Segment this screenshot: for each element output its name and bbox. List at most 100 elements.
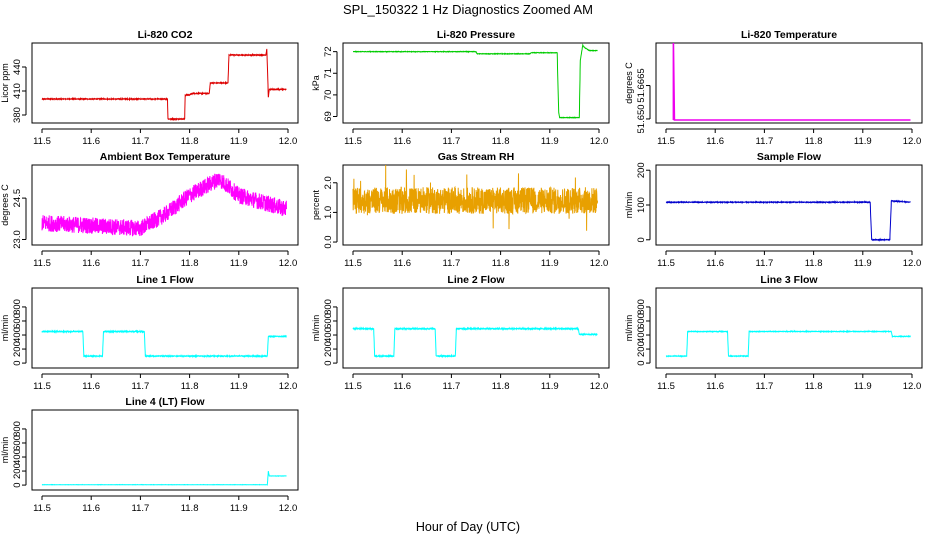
series-line-sample-flow [665, 199, 911, 242]
x-tick-label: 11.6 [393, 136, 411, 147]
series-line-line3-flow [665, 329, 911, 358]
y-tick-label: 1.0 [323, 206, 334, 219]
x-tick-label: 11.8 [805, 258, 823, 269]
x-tick-label: 11.5 [344, 381, 362, 392]
x-tick-label: 11.9 [230, 258, 248, 269]
y-tick-label: 200 [12, 463, 23, 479]
x-tick-label: 11.6 [706, 381, 724, 392]
plot-frame [655, 287, 923, 369]
x-tick-label: 11.5 [657, 136, 675, 147]
x-tick-label: 11.6 [393, 258, 411, 269]
y-tick-label: 51.650 [636, 104, 647, 133]
y-tick-label: 440 [12, 59, 23, 75]
x-tick-label: 12.0 [903, 136, 922, 147]
y-tick-label: 100 [636, 197, 647, 213]
x-tick-label: 11.5 [344, 258, 362, 269]
plot-frame [31, 164, 299, 246]
y-tick-label: 200 [323, 341, 334, 357]
x-tick-label: 11.7 [443, 136, 461, 147]
y-axis-label: ml/min [624, 315, 634, 342]
x-tick-label: 11.6 [82, 503, 100, 514]
plot-frame [31, 42, 299, 124]
x-tick-label: 11.9 [854, 381, 872, 392]
y-tick-label: 72 [323, 46, 334, 57]
figure-x-axis-label: Hour of Day (UTC) [416, 520, 520, 534]
x-tick-label: 11.7 [756, 136, 774, 147]
y-tick-label: 200 [636, 341, 647, 357]
x-tick-label: 11.9 [541, 258, 559, 269]
x-tick-label: 12.0 [279, 136, 298, 147]
series-line-line4-flow [41, 470, 287, 486]
panel-title: Line 3 Flow [760, 274, 818, 286]
x-tick-label: 12.0 [590, 136, 609, 147]
x-tick-label: 11.5 [33, 503, 51, 514]
plot-frame [342, 164, 610, 246]
x-tick-label: 11.6 [706, 258, 724, 269]
x-tick-label: 12.0 [279, 503, 298, 514]
x-tick-label: 12.0 [279, 381, 298, 392]
x-tick-label: 11.8 [181, 381, 199, 392]
figure-title: SPL_150322 1 Hz Diagnostics Zoomed AM [343, 2, 593, 17]
x-tick-label: 11.7 [756, 381, 774, 392]
y-tick-label: 400 [636, 327, 647, 343]
x-tick-label: 11.6 [82, 136, 100, 147]
x-tick-label: 11.5 [344, 136, 362, 147]
x-tick-label: 11.9 [541, 381, 559, 392]
y-tick-label: 410 [12, 83, 23, 99]
y-tick-label: 600 [12, 435, 23, 451]
y-tick-label: 0 [636, 360, 647, 365]
x-tick-label: 11.8 [492, 258, 510, 269]
x-tick-label: 11.7 [443, 381, 461, 392]
panel-title: Sample Flow [757, 151, 822, 163]
y-tick-label: 400 [12, 327, 23, 343]
y-tick-label: 200 [12, 341, 23, 357]
panel-line4-flow: Line 4 (LT) Flow 11.5 11.6 11.7 11.8 11.9 12.0… [0, 396, 299, 514]
y-axis-label: percent [311, 189, 321, 220]
y-tick-label: 70 [323, 90, 334, 101]
x-tick-label: 11.7 [132, 258, 150, 269]
x-tick-label: 11.9 [230, 503, 248, 514]
panel-line3-flow: Line 3 Flow 11.5 11.6 11.7 11.8 11.9 12.0 0 2004… [624, 274, 923, 392]
plot-frame [655, 164, 923, 246]
y-tick-label: 24.5 [12, 189, 23, 208]
y-axis-label: degrees C [624, 62, 634, 104]
x-tick-label: 11.9 [541, 136, 559, 147]
y-axis-label: ml/min [0, 437, 10, 464]
panel-title: Line 1 Flow [136, 274, 194, 286]
y-tick-label: 800 [12, 299, 23, 315]
x-tick-label: 11.5 [33, 381, 51, 392]
y-tick-label: 0 [12, 482, 23, 487]
panel-box-temp: Ambient Box Temperature 11.5 11.6 11.7 11.8 1… [0, 151, 299, 269]
panel-sample-flow: Sample Flow 11.5 11.6 11.7 11.8 11.9 12.0 0 100 2… [624, 151, 923, 269]
panel-gas-rh: Gas Stream RH 11.5 11.6 11.7 11.8 11.9 12.0 0.0… [311, 151, 610, 269]
x-tick-label: 11.6 [706, 136, 724, 147]
x-tick-label: 11.7 [132, 381, 150, 392]
x-tick-label: 11.8 [492, 136, 510, 147]
panel-title: Li-820 CO2 [138, 29, 193, 41]
y-tick-label: 71 [323, 68, 334, 79]
x-tick-label: 11.5 [657, 258, 675, 269]
series-line-pressure [352, 43, 598, 120]
panel-co2: Li-820 CO2 11.5 11.6 11.7 11.8 11.9 12.0 380 410… [0, 29, 299, 147]
y-tick-label: 23.0 [12, 230, 23, 249]
y-axis-label: kPa [311, 75, 321, 91]
series-line-co2 [41, 48, 287, 122]
y-tick-label: 0 [636, 237, 647, 242]
panel-line2-flow: Line 2 Flow 11.5 11.6 11.7 11.8 11.9 12.0 0 2004… [311, 274, 610, 392]
y-tick-label: 2.0 [323, 176, 334, 189]
x-tick-label: 11.7 [443, 258, 461, 269]
series-line-gas-rh [352, 164, 598, 231]
x-tick-label: 11.6 [393, 381, 411, 392]
panel-line1-flow: Line 1 Flow 11.5 11.6 11.7 11.8 11.9 12.0 0 2004… [0, 274, 299, 392]
panel-title: Line 4 (LT) Flow [125, 396, 205, 408]
x-tick-label: 11.5 [33, 136, 51, 147]
panel-title: Li-820 Pressure [437, 29, 515, 41]
y-tick-label: 380 [12, 107, 23, 123]
series-line-line1-flow [41, 329, 287, 359]
y-tick-label: 0 [323, 360, 334, 365]
panel-pressure: Li-820 Pressure 11.5 11.6 11.7 11.8 11.9 12.0 6… [311, 29, 610, 147]
y-tick-label: 200 [636, 162, 647, 178]
x-tick-label: 11.9 [230, 136, 248, 147]
x-tick-label: 12.0 [590, 381, 609, 392]
panel-title: Li-820 Temperature [741, 29, 837, 41]
